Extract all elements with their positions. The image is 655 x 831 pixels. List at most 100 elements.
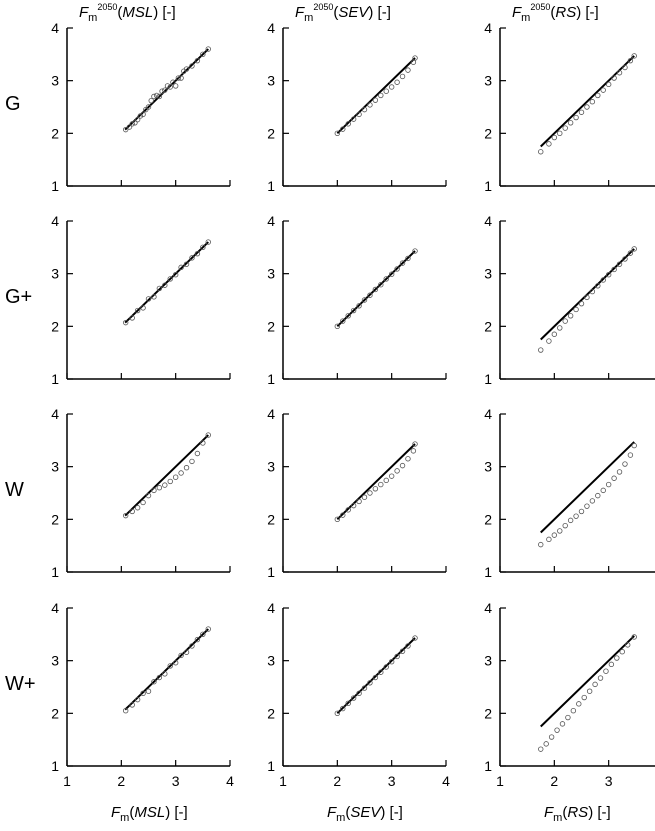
data-point bbox=[554, 727, 560, 733]
y-tick-label: 1 bbox=[267, 178, 275, 194]
reference-line-1to1 bbox=[336, 443, 416, 521]
data-point bbox=[175, 75, 182, 81]
data-point bbox=[388, 84, 395, 90]
data-point bbox=[178, 264, 184, 271]
data-point bbox=[156, 674, 163, 681]
data-point bbox=[156, 93, 163, 100]
panel-gplus-rs: 1 2 3 4 bbox=[484, 213, 655, 387]
data-point bbox=[361, 685, 368, 691]
data-point bbox=[350, 307, 357, 314]
data-point bbox=[151, 487, 157, 494]
y-tick-label: 4 bbox=[484, 20, 492, 36]
y-tick-label: 3 bbox=[51, 73, 59, 89]
data-point bbox=[399, 462, 406, 469]
data-point bbox=[350, 502, 357, 509]
data-point bbox=[194, 250, 201, 257]
data-point bbox=[631, 53, 637, 59]
y-tick-label: 2 bbox=[484, 511, 492, 527]
data-point bbox=[619, 649, 625, 655]
data-point bbox=[567, 517, 574, 524]
row-label-3: W+ bbox=[5, 673, 36, 695]
y-tick-label: 3 bbox=[484, 653, 492, 669]
y-tick-label: 1 bbox=[484, 371, 492, 387]
data-point bbox=[412, 441, 418, 447]
data-point bbox=[134, 696, 141, 703]
data-point bbox=[559, 721, 566, 727]
data-point bbox=[129, 508, 135, 515]
x-tick-label: 3 bbox=[605, 773, 613, 789]
y-tick-label: 4 bbox=[51, 600, 59, 616]
data-point bbox=[570, 708, 577, 714]
y-tick-label: 2 bbox=[51, 318, 59, 334]
y-tick-label: 4 bbox=[484, 213, 492, 229]
data-point bbox=[405, 456, 411, 462]
data-point bbox=[372, 97, 379, 103]
data-point bbox=[622, 64, 628, 71]
data-point bbox=[151, 679, 157, 685]
y-tick-label: 2 bbox=[484, 705, 492, 721]
data-point bbox=[622, 461, 628, 467]
data-point bbox=[189, 458, 195, 465]
x-tick-label: 4 bbox=[442, 773, 450, 789]
data-point bbox=[595, 92, 601, 99]
data-point bbox=[399, 648, 406, 654]
data-point bbox=[167, 276, 173, 282]
panel-w-sev: 1 2 3 4 bbox=[267, 406, 447, 580]
data-point bbox=[573, 114, 579, 121]
data-point bbox=[151, 93, 157, 100]
data-point bbox=[383, 477, 389, 484]
panel-gplus-sev: 1 2 3 4 bbox=[267, 213, 447, 387]
reference-line-1to1 bbox=[540, 441, 635, 534]
x-tick-label: 4 bbox=[226, 773, 234, 789]
data-point bbox=[399, 260, 406, 266]
y-tick-label: 4 bbox=[484, 600, 492, 616]
y-tick-label: 1 bbox=[51, 371, 59, 387]
data-point bbox=[589, 99, 596, 105]
row-label-2: W bbox=[5, 479, 24, 501]
data-point bbox=[538, 746, 544, 752]
data-point bbox=[562, 522, 568, 529]
data-point bbox=[608, 661, 615, 668]
data-point bbox=[183, 465, 190, 471]
data-point bbox=[140, 111, 146, 118]
reference-line-1to1 bbox=[336, 57, 416, 135]
x-tick-label: 3 bbox=[172, 773, 180, 789]
data-point bbox=[350, 695, 357, 701]
data-point bbox=[145, 492, 152, 499]
data-point bbox=[538, 347, 544, 353]
data-point bbox=[538, 541, 544, 548]
data-point bbox=[172, 83, 179, 89]
data-point bbox=[592, 681, 598, 688]
data-point bbox=[172, 272, 179, 278]
data-point bbox=[134, 505, 141, 511]
reference-line-1to1 bbox=[336, 250, 416, 328]
data-point bbox=[383, 276, 389, 282]
y-tick-label: 3 bbox=[51, 459, 59, 475]
data-point bbox=[614, 655, 620, 661]
y-tick-label: 1 bbox=[51, 178, 59, 194]
reference-line-1to1 bbox=[124, 628, 209, 711]
data-point bbox=[600, 277, 606, 283]
panel-gplus-msl: 1 2 3 4 bbox=[51, 213, 231, 387]
data-point bbox=[584, 503, 590, 509]
data-point bbox=[367, 490, 373, 496]
data-point bbox=[159, 88, 165, 94]
x-axis-title-sev: Fm(SEV) [-] bbox=[327, 804, 403, 824]
data-point bbox=[562, 125, 568, 131]
data-point bbox=[546, 338, 552, 344]
data-point bbox=[611, 266, 617, 273]
data-point bbox=[567, 120, 574, 126]
data-point bbox=[140, 690, 146, 697]
y-tick-label: 2 bbox=[267, 511, 275, 527]
panel-g-msl: 1 2 3 4 bbox=[51, 20, 231, 194]
data-point bbox=[412, 248, 418, 254]
y-tick-label: 1 bbox=[267, 564, 275, 580]
data-point bbox=[627, 250, 634, 256]
y-tick-label: 4 bbox=[267, 213, 275, 229]
y-tick-label: 3 bbox=[267, 653, 275, 669]
data-point bbox=[205, 46, 211, 52]
data-point bbox=[627, 452, 634, 458]
data-point bbox=[394, 266, 400, 272]
data-point bbox=[573, 306, 579, 313]
data-point bbox=[162, 282, 168, 288]
